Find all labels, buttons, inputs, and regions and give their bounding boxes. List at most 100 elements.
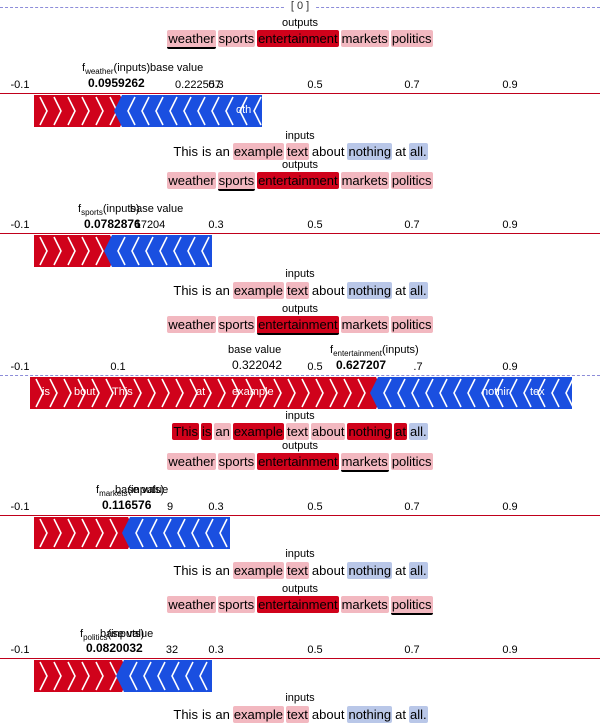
panel-markets-negative-arrowhead-icon (122, 517, 130, 549)
panel-entertainment-output-token-weather[interactable]: weather (167, 316, 216, 333)
panel-weather-output-token-markets[interactable]: markets (340, 30, 389, 47)
panel-politics-input-token-about[interactable]: about (311, 707, 345, 722)
panel-markets-output-token-weather[interactable]: weather (167, 453, 216, 470)
panel-weather-input-token-this[interactable]: This (173, 144, 198, 159)
panel-sports-input-token-is[interactable]: is (201, 283, 212, 298)
panel-weather-negative-chevron-icon (197, 96, 206, 126)
panel-entertainment-output-token-sports[interactable]: sports (217, 316, 256, 333)
panel-sports-input-token-this[interactable]: This (173, 283, 198, 298)
panel-politics-output-tokens: weather sports entertainment markets politic… (0, 596, 600, 615)
panel-sports-input-token-an[interactable]: an (215, 283, 230, 298)
panel-markets-output-token-politics[interactable]: politics (390, 453, 433, 470)
panel-markets-input-token-nothing[interactable]: nothing (347, 562, 393, 579)
panel-entertainment-input-token-at[interactable]: at (394, 423, 407, 440)
panel-politics-output-token-weather[interactable]: weather (167, 596, 216, 613)
panel-markets-input-token-all[interactable]: all. (408, 562, 428, 579)
panel-weather-negative-chevron-icon (253, 96, 262, 126)
panel-entertainment-input-token-about[interactable]: about (310, 423, 346, 440)
panel-sports-input-token-at[interactable]: at (395, 283, 406, 298)
panel-weather-input-token-all[interactable]: all. (408, 143, 428, 160)
panel-markets-input-token-about[interactable]: about (311, 563, 345, 578)
panel-weather-input-token-nothing[interactable]: nothing (347, 143, 393, 160)
panel-entertainment-base-value: 0.322042 (232, 358, 283, 372)
panel-politics-input-token-at[interactable]: at (395, 707, 406, 722)
panel-politics-positive-chevron-icon (67, 661, 76, 691)
panel-entertainment-input-token-this[interactable]: This (172, 423, 199, 440)
panel-sports-output-tokens: weather sports entertainment markets politic… (0, 172, 600, 191)
panel-politics-input-token-text[interactable]: text (285, 706, 309, 723)
panel-politics-input-token-is[interactable]: is (201, 707, 212, 722)
panel-sports-input-token-example[interactable]: example (232, 282, 284, 299)
panel-weather-output-token-politics[interactable]: politics (390, 30, 433, 47)
panel-weather-input-token-about[interactable]: about (311, 144, 345, 159)
panel-weather-input-token-at[interactable]: at (395, 144, 406, 159)
panel-politics-input-token-an[interactable]: an (215, 707, 230, 722)
panel-politics-input-token-all[interactable]: all. (408, 706, 428, 723)
panel-markets-input-token-is[interactable]: is (201, 563, 212, 578)
panel-sports-input-token-text[interactable]: text (285, 282, 309, 299)
panel-politics-output-token-markets[interactable]: markets (340, 596, 389, 613)
panel-entertainment-negative-chevron-icon (509, 378, 518, 408)
panel-markets-tick-label: -0.1 (10, 501, 30, 513)
panel-entertainment-positive-chevron-icon (329, 378, 338, 408)
panel-entertainment-positive-chevron-icon (77, 378, 86, 408)
f-symbol: f (82, 62, 86, 74)
panel-sports-input-token-nothing[interactable]: nothing (347, 282, 393, 299)
panel-entertainment-tick-label: 0.9 (502, 361, 518, 373)
panel-politics-input-tokens: This is an example text about nothing at all. (0, 706, 600, 723)
panel-entertainment-output-token-markets[interactable]: markets (340, 316, 389, 333)
panel-politics-output-token-sports[interactable]: sports (217, 596, 256, 613)
panel-weather-input-token-example[interactable]: example (232, 143, 284, 160)
panel-sports-tick-label: 0.3 (208, 219, 224, 231)
panel-markets-output-token-entertainment[interactable]: entertainment (257, 453, 339, 470)
panel-entertainment-negative-chevron-icon (551, 378, 560, 408)
panel-politics-tick-label: 0.3 (208, 644, 224, 656)
panel-entertainment-output-token-politics[interactable]: politics (390, 316, 433, 333)
panel-weather-input-token-is[interactable]: is (201, 144, 212, 159)
panel-markets-input-token-text[interactable]: text (285, 562, 309, 579)
panel-politics-input-token-nothing[interactable]: nothing (347, 706, 393, 723)
panel-politics-output-token-politics[interactable]: politics (390, 596, 433, 615)
panel-entertainment-positive-chevron-icon (119, 378, 128, 408)
panel-entertainment-positive-chevron-icon (315, 378, 324, 408)
panel-markets-output-token-markets[interactable]: markets (340, 453, 389, 472)
panel-markets-input-token-an[interactable]: an (215, 563, 230, 578)
panel-markets-negative-chevron-icon (163, 518, 172, 548)
panel-entertainment-input-token-all[interactable]: all. (408, 423, 428, 440)
panel-weather-output-token-sports[interactable]: sports (217, 30, 256, 47)
panel-markets-input-token-this[interactable]: This (173, 563, 198, 578)
panel-politics-output-token-entertainment[interactable]: entertainment (257, 596, 339, 613)
panel-weather-input-token-an[interactable]: an (215, 144, 230, 159)
panel-sports-input-token-about[interactable]: about (311, 283, 345, 298)
panel-entertainment-input-token-is[interactable]: is (200, 423, 213, 440)
panel-markets-input-token-example[interactable]: example (232, 562, 284, 579)
panel-entertainment-input-token-an[interactable]: an (214, 423, 231, 440)
panel-markets-input-token-at[interactable]: at (395, 563, 406, 578)
panel-entertainment-positive-chevron-icon (203, 378, 212, 408)
panel-weather-output-token-weather[interactable]: weather (167, 30, 216, 49)
panel-sports-output-token-politics[interactable]: politics (390, 172, 433, 189)
panel-weather-base-value-label: base value (150, 62, 204, 74)
panel-sports-input-token-all[interactable]: all. (408, 282, 428, 299)
panel-entertainment-input-token-nothing[interactable]: nothing (347, 423, 393, 440)
panel-weather-output-token-entertainment[interactable]: entertainment (257, 30, 339, 47)
panel-politics-negative-chevron-icon (199, 661, 208, 691)
panel-weather-positive-chevron-icon (81, 96, 90, 126)
panel-sports-output-token-weather[interactable]: weather (167, 172, 216, 189)
panel-sports-output-token-entertainment[interactable]: entertainment (257, 172, 339, 189)
panel-entertainment-negative-chevron-icon (565, 378, 574, 408)
panel-sports-output-token-sports[interactable]: sports (217, 172, 256, 191)
panel-entertainment-output-token-entertainment[interactable]: entertainment (257, 316, 339, 335)
panel-weather-input-token-text[interactable]: text (285, 143, 309, 160)
panel-weather-positive-chevron-icon (67, 96, 76, 126)
panel-sports-negative-chevron-icon (173, 236, 182, 266)
panel-sports-output-token-markets[interactable]: markets (340, 172, 389, 189)
panel-markets-outputs-label: outputs (281, 440, 319, 452)
panel-markets-negative-chevron-icon (149, 518, 158, 548)
panel-politics-input-token-this[interactable]: This (173, 707, 198, 722)
panel-markets-output-token-sports[interactable]: sports (217, 453, 256, 470)
panel-politics-input-token-example[interactable]: example (232, 706, 284, 723)
panel-entertainment-input-token-example[interactable]: example (232, 423, 284, 440)
panel-weather-force-plot (34, 95, 262, 127)
panel-entertainment-input-token-text[interactable]: text (285, 423, 309, 440)
